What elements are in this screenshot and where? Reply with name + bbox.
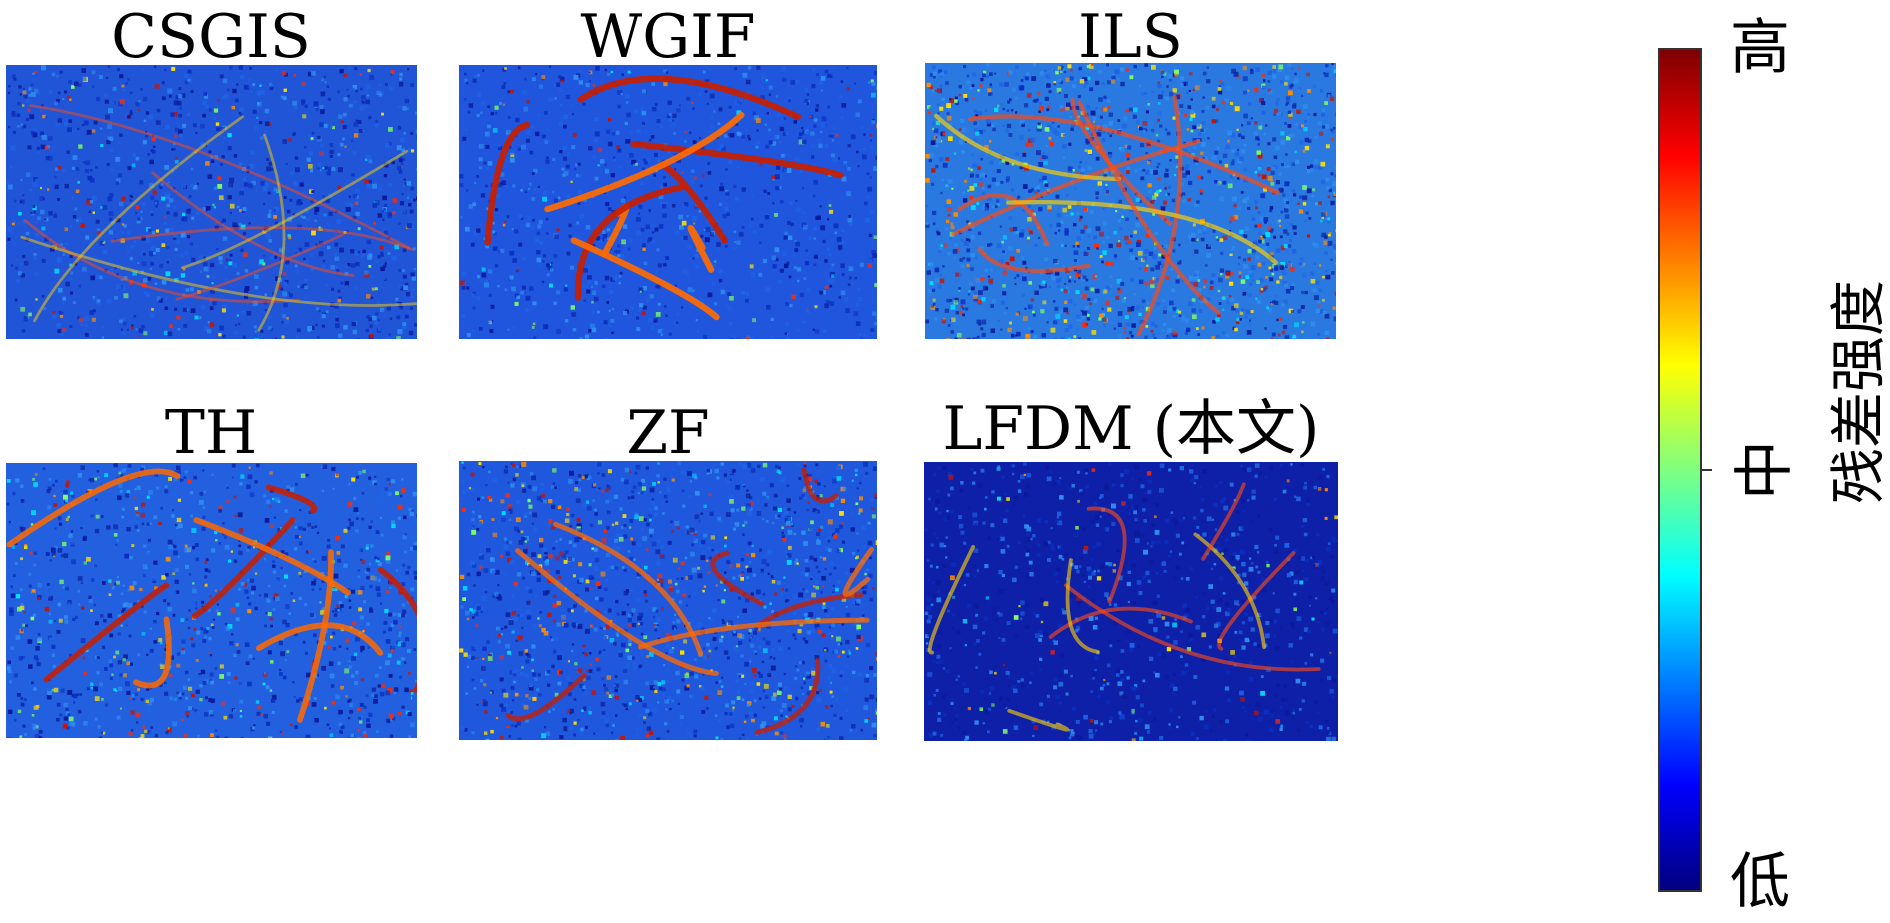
panel-title-wgif: WGIF <box>580 2 756 72</box>
panel-title-ils: ILS <box>1078 2 1183 72</box>
residual-map-th <box>6 463 417 738</box>
residual-texture <box>459 65 877 339</box>
colorbar <box>1658 48 1702 892</box>
residual-texture <box>924 462 1338 741</box>
residual-map-wgif <box>459 65 877 339</box>
colorbar-axis-label: 残差强度 <box>1827 280 1890 504</box>
panel-title-lfdm: LFDM (本文) <box>942 394 1320 464</box>
residual-map-csgis <box>6 65 417 339</box>
panel-title-csgis: CSGIS <box>111 2 311 72</box>
colorbar-mid-tick <box>1702 469 1712 471</box>
residual-map-zf <box>459 461 877 740</box>
residual-texture <box>925 63 1336 339</box>
residual-texture <box>6 463 417 738</box>
panel-title-zf: ZF <box>626 398 710 468</box>
colorbar-high-label: 高 <box>1730 13 1790 83</box>
colorbar-mid-label: 中 <box>1730 440 1800 500</box>
colorbar-low-label: 低 <box>1730 847 1790 917</box>
residual-map-lfdm <box>924 462 1338 741</box>
residual-texture <box>6 65 417 339</box>
residual-texture <box>459 461 877 740</box>
panel-title-th: TH <box>164 398 258 468</box>
residual-map-ils <box>925 63 1336 339</box>
